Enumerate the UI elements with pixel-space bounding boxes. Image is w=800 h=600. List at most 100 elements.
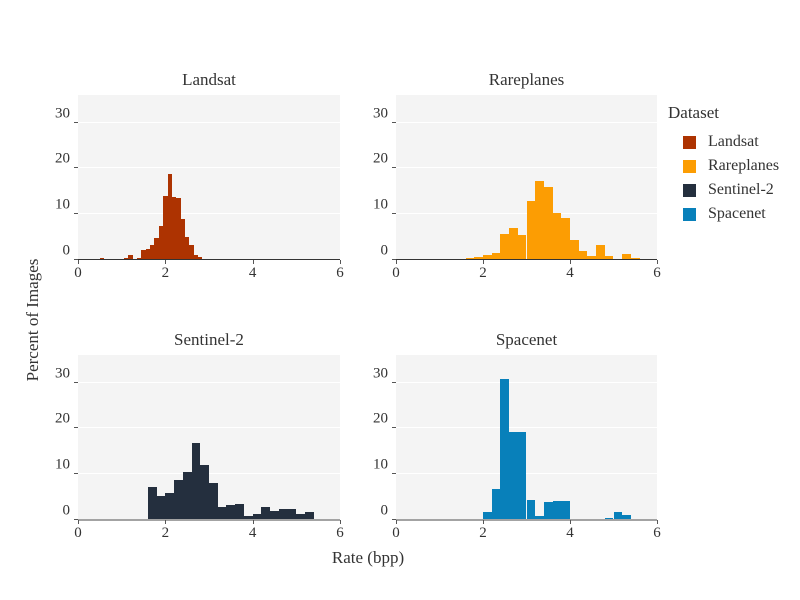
y-tick-mark [392, 473, 396, 475]
histogram-bar [474, 257, 483, 260]
y-tick-label: 0 [380, 242, 389, 259]
y-tick-label: 20 [55, 410, 70, 427]
x-tick-label: 6 [653, 525, 661, 541]
plot-area-spacenet: 0 2 4 6 0 10 20 30 [373, 355, 661, 541]
histogram-bar [604, 255, 614, 260]
histogram-bar [91, 258, 96, 260]
histogram-bar [209, 483, 218, 520]
y-tick-mark [74, 259, 78, 260]
legend-swatch-icon [683, 135, 696, 149]
histogram-bar [570, 239, 579, 260]
histogram-bar [483, 255, 492, 260]
legend-item-spacenet[interactable]: Spacenet [668, 202, 779, 226]
y-tick-label: 10 [373, 456, 388, 473]
x-tick-mark [78, 520, 79, 524]
plot-area-landsat: 0 2 4 6 0 10 20 30 [55, 95, 344, 281]
y-tick-label: 0 [62, 242, 71, 259]
y-tick-label: 30 [55, 105, 70, 121]
histogram-bar [543, 186, 553, 260]
y-tick-mark [392, 167, 396, 169]
x-tick-mark [78, 260, 79, 264]
x-tick-mark [657, 520, 658, 524]
subplot-rareplanes: Rareplanes 0 2 4 6 0 10 20 30 [373, 70, 661, 281]
histogram-bar [217, 507, 227, 520]
histogram-bar [305, 511, 314, 520]
histogram-bar [613, 512, 623, 520]
histogram-bar [141, 249, 146, 260]
y-tick-mark [74, 473, 78, 475]
histogram-bar [123, 258, 129, 260]
gridline-y-20 [78, 167, 340, 169]
histogram-bar [500, 378, 510, 520]
y-tick-label: 20 [373, 410, 388, 427]
legend-items: Landsat Rareplanes Sentinel-2 Spacenet [668, 130, 779, 226]
y-tick-label: 10 [55, 456, 70, 473]
histogram-bar [180, 218, 185, 260]
histogram-bar [156, 495, 166, 520]
plot-area-rareplanes: 0 2 4 6 0 10 20 30 [373, 95, 661, 281]
histogram-bar [167, 174, 172, 260]
histogram-bar [535, 516, 544, 520]
histogram-bar [474, 519, 483, 520]
x-tick-label: 0 [74, 525, 82, 541]
histogram-bar [517, 235, 527, 260]
gridline-y-10 [78, 473, 340, 475]
histogram-bar [150, 245, 155, 260]
y-tick-mark [392, 427, 396, 429]
histogram-bar [184, 237, 190, 260]
x-tick-label: 4 [566, 265, 574, 281]
histogram-bar [313, 518, 323, 520]
histogram-bar [189, 244, 194, 260]
histogram-bar [193, 254, 199, 260]
subplot-title-sentinel-2: Sentinel-2 [174, 330, 244, 349]
x-tick-label: 4 [248, 265, 257, 281]
histogram-bar [630, 258, 640, 260]
histogram-bar [587, 256, 597, 260]
legend-item-rareplanes[interactable]: Rareplanes [668, 154, 779, 178]
y-tick-label: 0 [62, 502, 71, 519]
histogram-bar [145, 249, 151, 260]
legend-item-sentinel-2[interactable]: Sentinel-2 [668, 178, 779, 202]
x-tick-mark [657, 260, 658, 264]
histogram-bar [561, 500, 570, 520]
plot-area-sentinel-2: 0 2 4 6 0 10 20 30 [55, 355, 344, 541]
legend-item-label: Rareplanes [708, 157, 780, 174]
legend: Dataset Landsat Rareplanes Sentinel-2 Space… [668, 103, 779, 226]
histogram-bar [587, 519, 597, 520]
y-tick-label: 20 [373, 150, 388, 167]
legend-item-landsat[interactable]: Landsat [668, 130, 779, 154]
histogram-bar [191, 443, 201, 520]
histogram-bar [235, 503, 244, 520]
gridline-y-30 [396, 121, 657, 123]
histogram-bar [202, 258, 207, 260]
histogram-bar [243, 516, 253, 520]
legend-swatch-icon [683, 159, 696, 173]
histogram-bar [526, 499, 536, 520]
y-tick-label: 10 [373, 196, 388, 213]
y-tick-mark [74, 213, 78, 215]
histogram-bar [226, 505, 236, 520]
x-tick-label: 0 [392, 525, 400, 541]
x-tick-mark [340, 520, 341, 524]
histogram-bar [552, 500, 562, 520]
y-axis-title: Percent of Images [23, 258, 42, 382]
legend-item-label: Sentinel-2 [708, 181, 774, 198]
y-tick-label: 30 [373, 365, 388, 381]
x-tick-mark [252, 260, 254, 264]
legend-item-label: Spacenet [708, 205, 766, 222]
gridline-y-10 [78, 213, 340, 215]
histogram-bar [165, 492, 175, 520]
legend-item-label: Landsat [708, 133, 759, 150]
gridline-y-20 [396, 427, 657, 429]
y-tick-mark [392, 519, 396, 520]
subplot-title-landsat: Landsat [182, 70, 236, 89]
y-tick-mark [74, 519, 78, 520]
y-tick-label: 20 [55, 150, 70, 167]
subplot-sentinel-2: Sentinel-2 0 2 4 6 0 10 20 30 [55, 330, 344, 541]
histogram-bar [296, 514, 306, 520]
subplot-spacenet: Spacenet 0 2 4 6 0 10 20 30 [373, 330, 661, 541]
histogram-bar [128, 255, 133, 260]
gridline-y-30 [396, 381, 657, 383]
legend-swatch-icon [683, 207, 696, 221]
